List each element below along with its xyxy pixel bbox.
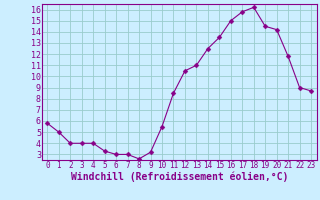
X-axis label: Windchill (Refroidissement éolien,°C): Windchill (Refroidissement éolien,°C) <box>70 171 288 182</box>
